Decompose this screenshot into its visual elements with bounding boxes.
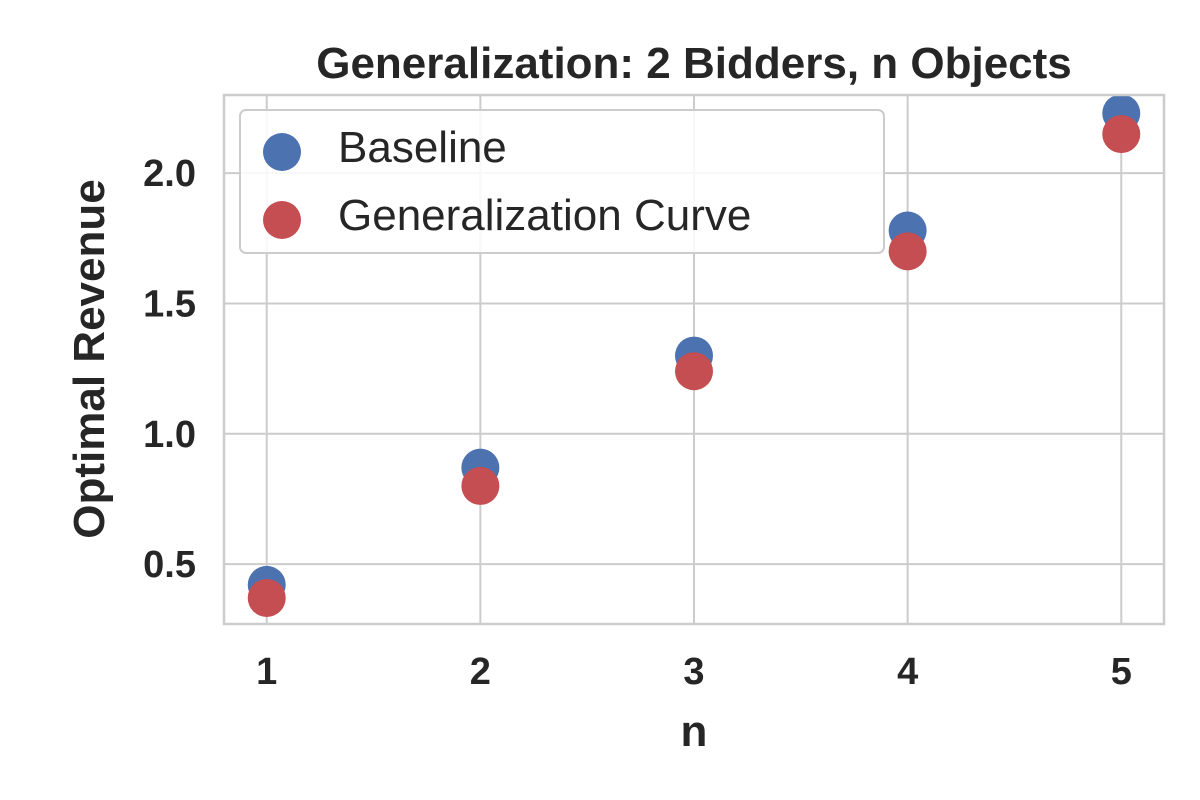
x-tick-label: 3 xyxy=(683,651,704,693)
x-tick-label: 5 xyxy=(1111,651,1132,693)
y-tick-label: 1.0 xyxy=(143,414,196,456)
legend-marker-baseline xyxy=(263,133,301,171)
point-generalization-curve xyxy=(1102,115,1141,154)
chart-title: Generalization: 2 Bidders, n Objects xyxy=(316,39,1072,88)
point-generalization-curve xyxy=(461,466,500,505)
x-tick-label: 4 xyxy=(897,651,918,693)
point-generalization-curve xyxy=(675,352,713,391)
x-tick-label: 1 xyxy=(256,651,277,693)
data-points xyxy=(247,94,1141,617)
legend-marker-generalization-curve xyxy=(263,201,301,239)
y-tick-labels: 0.5 1.0 1.5 2.0 xyxy=(143,153,196,586)
legend-box xyxy=(239,109,885,254)
x-axis-label: n xyxy=(681,707,708,756)
y-tick-label: 1.5 xyxy=(143,283,196,325)
y-tick-label: 0.5 xyxy=(143,544,196,586)
x-tick-labels: 1 2 3 4 5 xyxy=(256,651,1132,693)
point-generalization-curve xyxy=(888,232,927,271)
point-generalization-curve xyxy=(247,578,286,617)
x-tick-label: 2 xyxy=(470,651,491,693)
y-axis-label: Optimal Revenue xyxy=(65,179,114,538)
legend: Baseline Generalization Curve xyxy=(239,109,885,254)
legend-label-baseline: Baseline xyxy=(338,123,507,172)
y-tick-label: 2.0 xyxy=(143,153,196,195)
plot-frame xyxy=(222,93,1166,626)
legend-label-generalization-curve: Generalization Curve xyxy=(338,191,751,240)
